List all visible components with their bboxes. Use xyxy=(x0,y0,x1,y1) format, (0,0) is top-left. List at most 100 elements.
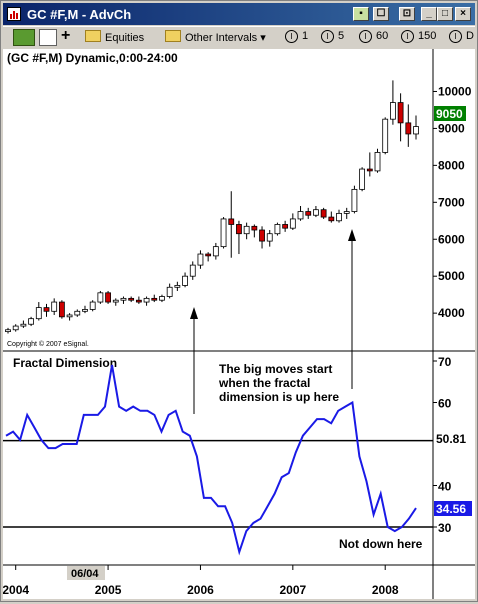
other-intervals-dropdown[interactable]: Other Intervals ▾ xyxy=(165,30,266,44)
candle-body xyxy=(89,301,96,310)
year-tick-label: 2006 xyxy=(187,583,214,597)
year-tick-label: 2007 xyxy=(279,583,306,597)
interval-label: 5 xyxy=(338,30,345,42)
equities-label: Equities xyxy=(105,32,145,44)
interval-icon: I xyxy=(321,30,334,43)
interval-label: 60 xyxy=(376,30,389,42)
candle-body xyxy=(28,318,34,325)
candle-body xyxy=(259,229,265,242)
annotation-not-down-here: Not down here xyxy=(339,537,423,551)
candle-body xyxy=(135,299,142,303)
candle-body xyxy=(236,224,242,235)
candle-body xyxy=(405,122,412,135)
candle-body xyxy=(251,225,258,231)
candle-body xyxy=(343,211,350,214)
fractal-dimension-line xyxy=(5,364,417,556)
candle-body xyxy=(197,253,204,266)
interval-label: 1 xyxy=(302,30,309,42)
current-price-label: 9050 xyxy=(436,107,463,121)
candle-body xyxy=(366,168,373,172)
price-pane-header: (GC #F,M) Dynamic,0:00-24:00 xyxy=(7,51,178,65)
candle-body xyxy=(151,297,158,301)
properties-icon[interactable] xyxy=(39,29,57,46)
price-tick-label: 9000 xyxy=(438,121,465,135)
fd-pane-title: Fractal Dimension xyxy=(13,356,117,370)
interval-icon: I xyxy=(285,30,298,43)
candle-body xyxy=(128,297,135,301)
candle-body xyxy=(105,292,111,303)
candle-body xyxy=(189,264,196,277)
candle-body xyxy=(74,310,81,316)
candle-body xyxy=(120,297,127,301)
close-button[interactable]: × xyxy=(455,7,471,21)
candle-body xyxy=(97,292,104,303)
folder-icon xyxy=(85,30,101,42)
equities-button[interactable]: Equities xyxy=(85,30,144,44)
candle-body xyxy=(289,218,296,229)
price-tick-label: 8000 xyxy=(438,158,465,172)
candle-body xyxy=(12,325,19,331)
chart-svg[interactable]: (GC #F,M) Dynamic,0:00-24:00 Copyright ©… xyxy=(2,49,475,599)
interval-button-60[interactable]: I 60 xyxy=(359,30,388,43)
year-tick-label: 2005 xyxy=(95,583,122,597)
annotation-line-1: The big moves start xyxy=(219,362,332,376)
candle-body xyxy=(266,233,273,242)
fd-value-badge xyxy=(434,501,472,516)
candle-body xyxy=(143,297,150,303)
candle-body xyxy=(5,329,11,333)
candle-body xyxy=(243,225,250,235)
candle-body xyxy=(336,212,342,222)
fd-tick-label: 60 xyxy=(438,397,452,411)
chart-app-icon xyxy=(7,7,21,21)
candle-body xyxy=(205,253,212,257)
fd-tick-label: 70 xyxy=(438,355,452,369)
candle-body xyxy=(51,301,58,312)
chart-area[interactable]: (GC #F,M) Dynamic,0:00-24:00 Copyright ©… xyxy=(2,49,475,599)
candle-body xyxy=(328,216,335,222)
candle-body xyxy=(159,296,165,301)
interval-button-150[interactable]: I 150 xyxy=(401,30,436,43)
maximize-button[interactable]: □ xyxy=(437,7,453,21)
candle-body xyxy=(166,286,173,297)
interval-icon: I xyxy=(449,30,462,43)
candle-body xyxy=(66,314,73,318)
candle-body xyxy=(35,307,42,320)
minimize-button[interactable]: _ xyxy=(421,7,437,21)
window-title: GC #F,M - AdvCh xyxy=(27,7,132,22)
candle-body xyxy=(397,102,404,124)
fd-value-label: 34.56 xyxy=(436,502,466,516)
price-tick-label: 5000 xyxy=(438,269,465,283)
interval-icon: I xyxy=(359,30,372,43)
candle-body xyxy=(112,299,119,303)
candle-body xyxy=(297,211,304,220)
candle-body xyxy=(351,188,358,212)
price-tick-label: 4000 xyxy=(438,306,465,320)
candle-body xyxy=(212,246,219,257)
link-chain-icon[interactable] xyxy=(13,29,35,46)
title-bar[interactable]: GC #F,M - AdvCh ▪ ☐ ⊡ _ □ × xyxy=(3,3,475,25)
sync-icon[interactable]: ☐ xyxy=(373,7,389,21)
candle-body xyxy=(282,224,289,229)
current-price-badge xyxy=(434,106,466,121)
add-icon[interactable]: + xyxy=(61,27,71,44)
price-tick-label: 10000 xyxy=(438,84,472,98)
candle-body xyxy=(359,168,366,190)
cursor-date-badge xyxy=(67,566,105,580)
candle-body xyxy=(82,309,88,312)
annotation-line-3: dimension is up here xyxy=(219,390,339,404)
pin-icon[interactable]: ⊡ xyxy=(399,7,415,21)
interval-label: 150 xyxy=(418,30,437,42)
link-icon[interactable]: ▪ xyxy=(353,7,369,21)
fd-tick-label: 40 xyxy=(438,480,452,494)
candle-body xyxy=(220,218,227,248)
annotation-line-2: when the fractal xyxy=(218,376,310,390)
fd-upper-level-label: 50.81 xyxy=(436,432,466,446)
other-intervals-label: Other Intervals xyxy=(185,32,258,44)
candle-body xyxy=(390,102,396,120)
candle-body xyxy=(174,285,181,288)
arrow-head-1 xyxy=(190,307,198,319)
